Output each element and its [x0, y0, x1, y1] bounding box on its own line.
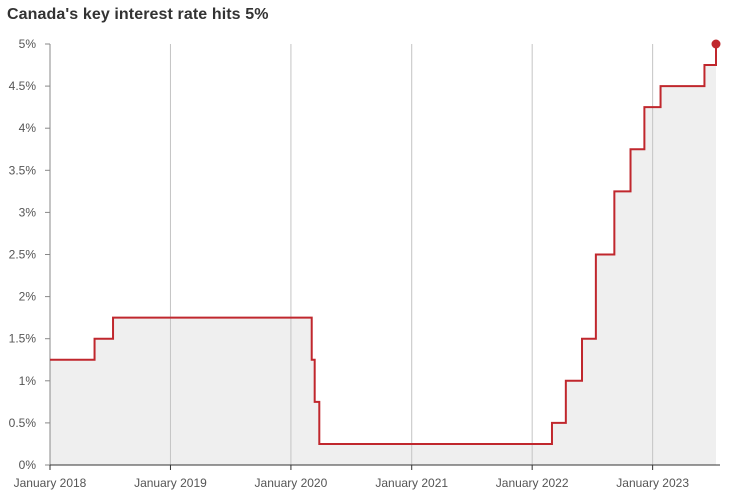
y-tick-label: 5% — [19, 37, 37, 51]
series-area-fill — [50, 44, 716, 465]
y-tick-label: 0.5% — [9, 416, 37, 430]
y-tick-label: 2% — [19, 290, 37, 304]
y-tick-label: 2.5% — [9, 248, 37, 262]
x-tick-label: January 2020 — [255, 476, 328, 490]
y-tick-label: 3.5% — [9, 163, 37, 177]
x-tick-label: January 2023 — [616, 476, 689, 490]
x-tick-label: January 2018 — [14, 476, 87, 490]
y-tick-label: 1.5% — [9, 332, 37, 346]
y-tick-label: 0% — [19, 458, 37, 472]
x-tick-label: January 2021 — [375, 476, 448, 490]
y-tick-label: 4.5% — [9, 79, 37, 93]
chart-title: Canada's key interest rate hits 5% — [7, 6, 269, 23]
y-tick-label: 4% — [19, 121, 37, 135]
x-tick-label: January 2019 — [134, 476, 207, 490]
y-tick-label: 1% — [19, 374, 37, 388]
x-tick-label: January 2022 — [496, 476, 569, 490]
end-point-marker — [711, 39, 721, 49]
y-tick-label: 3% — [19, 205, 37, 219]
series-line — [50, 44, 717, 445]
